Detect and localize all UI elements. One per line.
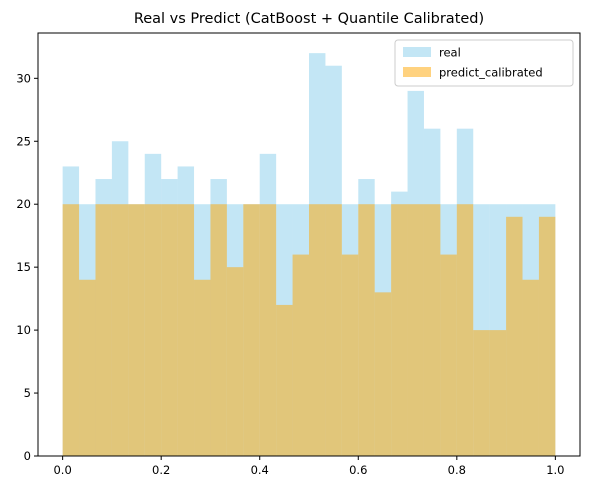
bar-predict_calibrated-26 — [489, 330, 507, 456]
legend-label-predict_calibrated: predict_calibrated — [439, 66, 543, 80]
bar-predict_calibrated-27 — [506, 216, 523, 456]
chart-title: Real vs Predict (CatBoost + Quantile Cal… — [134, 11, 484, 27]
bar-predict_calibrated-3 — [111, 204, 129, 456]
bar-predict_calibrated-24 — [456, 204, 474, 456]
x-tick-label: 0.4 — [251, 463, 269, 477]
x-tick-label: 0.6 — [349, 463, 367, 477]
bar-predict_calibrated-19 — [374, 292, 392, 456]
bar-predict_calibrated-28 — [522, 279, 539, 456]
bar-predict_calibrated-20 — [391, 204, 408, 456]
y-tick-label: 0 — [24, 449, 31, 463]
bar-predict_calibrated-25 — [473, 330, 490, 456]
bar-predict_calibrated-21 — [407, 204, 424, 456]
bar-predict_calibrated-15 — [309, 204, 326, 456]
plot-frame — [37, 32, 581, 457]
bar-predict_calibrated-9 — [210, 204, 227, 456]
bar-predict_calibrated-11 — [243, 204, 260, 456]
series-predict_calibrated — [62, 204, 556, 456]
bar-predict_calibrated-23 — [440, 254, 457, 456]
x-tick-label: 0.8 — [448, 463, 466, 477]
axes-layer: 0.0 0.2 0.4 0.6 0.8 1.0 0 5 10 15 20 25 30 — [16, 32, 581, 477]
bar-predict_calibrated-18 — [358, 204, 375, 456]
bars-layer — [62, 53, 556, 457]
bar-predict_calibrated-12 — [259, 204, 277, 456]
legend-swatch-real — [403, 47, 431, 57]
bar-predict_calibrated-4 — [128, 204, 145, 456]
bar-predict_calibrated-8 — [194, 279, 211, 456]
bar-predict_calibrated-16 — [325, 204, 342, 456]
y-tick-label: 15 — [16, 260, 31, 274]
bar-predict_calibrated-13 — [276, 304, 293, 456]
bar-predict_calibrated-10 — [226, 267, 244, 456]
bar-predict_calibrated-22 — [423, 204, 441, 456]
x-tick-label: 1.0 — [546, 463, 564, 477]
y-tick-label: 20 — [16, 197, 31, 211]
legend-box — [394, 39, 574, 87]
y-tick-label: 25 — [16, 134, 31, 148]
y-tick-label: 30 — [16, 71, 31, 85]
y-tick-label: 5 — [24, 386, 31, 400]
legend-swatch-predict_calibrated — [403, 67, 431, 77]
bar-predict_calibrated-17 — [341, 254, 359, 456]
x-tick-label: 0.2 — [152, 463, 170, 477]
bar-predict_calibrated-29 — [538, 216, 556, 456]
x-tick-label: 0.0 — [53, 463, 71, 477]
bar-predict_calibrated-7 — [177, 204, 195, 456]
legend-label-real: real — [439, 46, 461, 60]
bar-predict_calibrated-0 — [62, 204, 80, 456]
bar-predict_calibrated-1 — [79, 279, 96, 456]
bar-predict_calibrated-2 — [95, 204, 112, 456]
bar-predict_calibrated-14 — [292, 254, 309, 456]
legend: real predict_calibrated — [394, 39, 574, 87]
y-tick-label: 10 — [16, 323, 31, 337]
bar-predict_calibrated-6 — [161, 204, 178, 456]
bar-predict_calibrated-5 — [144, 204, 162, 456]
